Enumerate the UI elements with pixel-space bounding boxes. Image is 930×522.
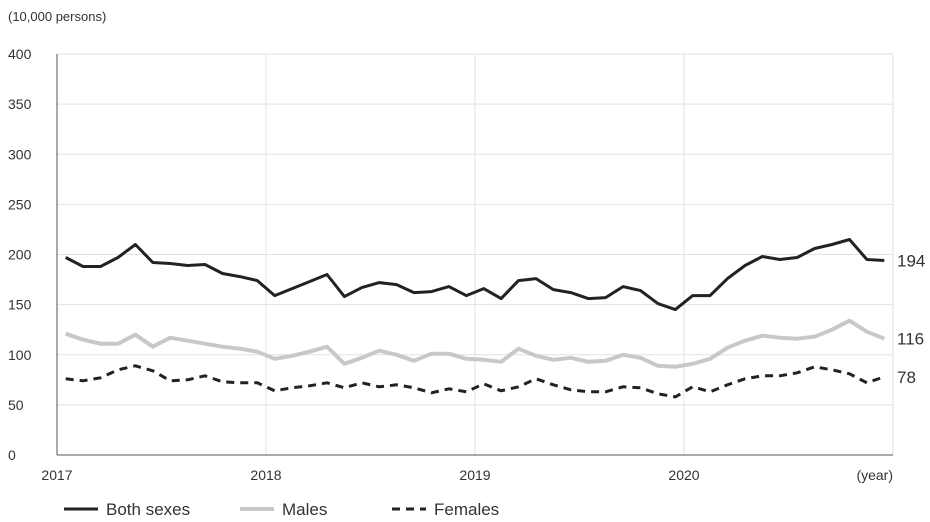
x-axis-unit-label: (year) [856,467,893,483]
series-line-females [65,364,885,399]
legend-label-both-sexes: Both sexes [106,500,190,519]
grid [57,53,894,455]
series-lines [65,238,886,399]
y-axis-unit-label: (10,000 persons) [8,9,106,24]
legend: Both sexes Males Females [64,500,499,519]
end-label-both-sexes: 194 [897,252,925,271]
y-axis-ticks: 0 50 100 150 200 250 300 350 400 [8,46,32,463]
series-line-both-sexes [65,238,885,312]
x-axis-ticks: 2017 2018 2019 2020 [41,467,699,483]
end-label-males: 116 [897,330,924,349]
x-tick-label: 2018 [250,467,281,483]
y-tick-label: 0 [8,447,16,463]
x-tick-label: 2017 [41,467,72,483]
y-tick-label: 300 [8,146,32,162]
legend-label-males: Males [282,500,327,519]
x-tick-label: 2019 [459,467,490,483]
end-label-females: 78 [897,368,916,387]
y-tick-label: 200 [8,247,32,263]
y-tick-label: 250 [8,196,32,212]
y-tick-label: 400 [8,46,32,62]
legend-label-females: Females [434,500,499,519]
y-tick-label: 100 [8,347,32,363]
y-tick-label: 350 [8,96,32,112]
series-end-labels: 194 116 78 [897,252,925,387]
series-line-males [65,318,886,369]
axes [56,54,893,456]
y-tick-label: 150 [8,297,32,313]
y-tick-label: 50 [8,397,24,413]
x-tick-label: 2020 [668,467,699,483]
